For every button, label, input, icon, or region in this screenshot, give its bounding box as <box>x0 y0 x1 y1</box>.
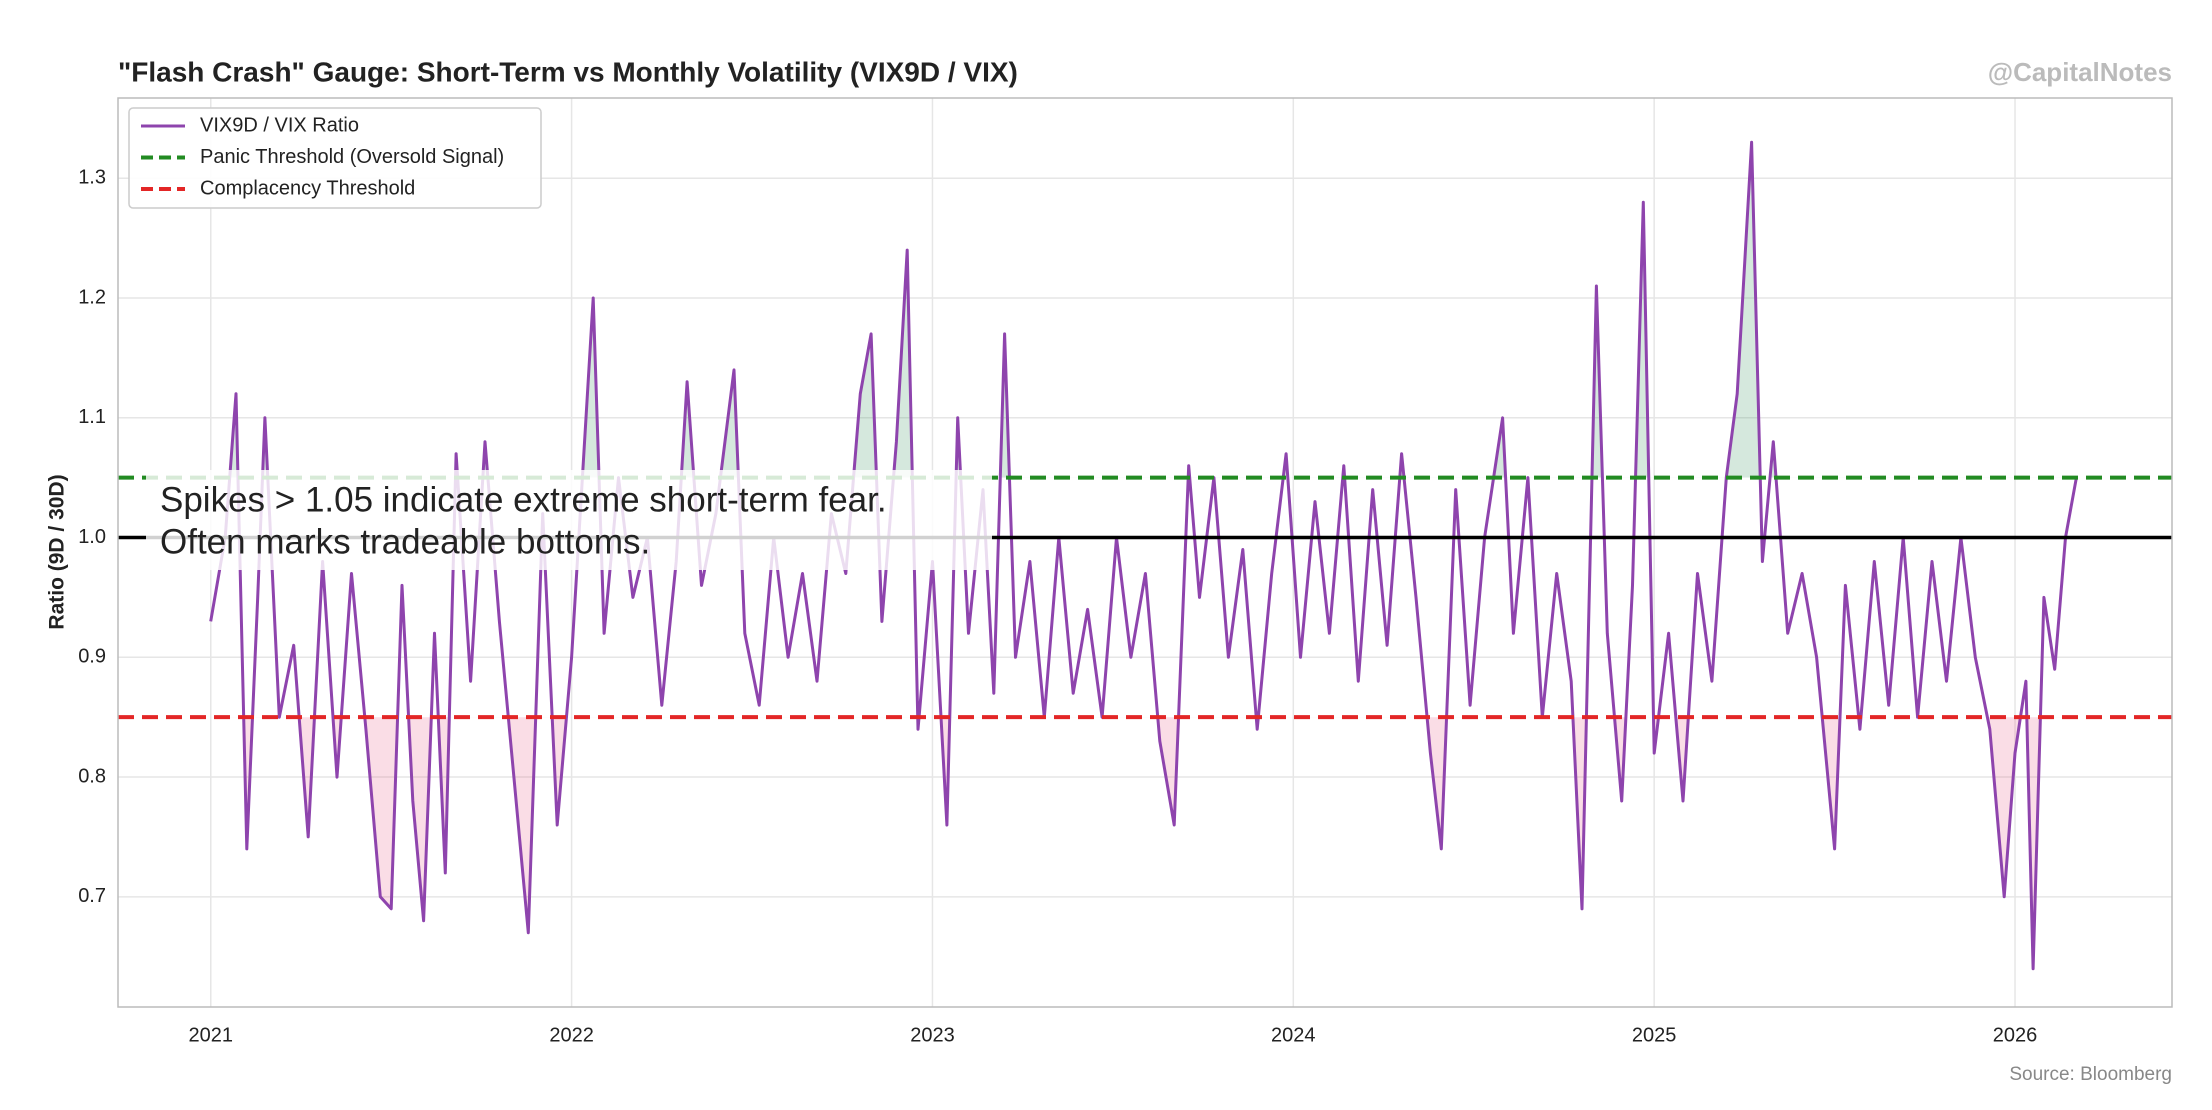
legend-label: VIX9D / VIX Ratio <box>200 114 359 136</box>
source: Source: Bloomberg <box>2009 1064 2172 1085</box>
annotation-box <box>146 470 992 570</box>
y-tick-label: 0.7 <box>78 885 106 907</box>
legend-label: Panic Threshold (Oversold Signal) <box>200 146 504 168</box>
chart-title: "Flash Crash" Gauge: Short-Term vs Month… <box>118 56 1018 87</box>
x-tick-label: 2021 <box>188 1024 233 1046</box>
y-axis-label: Ratio (9D / 30D) <box>46 474 69 629</box>
x-tick-label: 2026 <box>1993 1024 2038 1046</box>
legend-box <box>128 107 542 209</box>
y-tick-label: 1.2 <box>78 286 106 308</box>
y-tick-label: 1.1 <box>78 406 106 428</box>
y-tick-label: 0.8 <box>78 765 106 787</box>
x-tick-label: 2022 <box>549 1024 594 1046</box>
plot-frame <box>117 97 2173 1008</box>
y-tick-label: 1.0 <box>78 526 106 548</box>
x-tick-label: 2023 <box>910 1024 955 1046</box>
watermark: @CapitalNotes <box>1988 57 2172 87</box>
x-tick-label: 2025 <box>1632 1024 1677 1046</box>
annotation-text: Often marks tradeable bottoms. <box>160 522 650 561</box>
ratio-line <box>209 140 2078 971</box>
y-tick-label: 0.9 <box>78 646 106 668</box>
legend-label: Complacency Threshold <box>200 177 415 199</box>
y-tick-label: 1.3 <box>78 167 106 189</box>
x-tick-label: 2024 <box>1271 1024 1316 1046</box>
annotation-text: Spikes > 1.05 indicate extreme short-ter… <box>160 480 887 519</box>
